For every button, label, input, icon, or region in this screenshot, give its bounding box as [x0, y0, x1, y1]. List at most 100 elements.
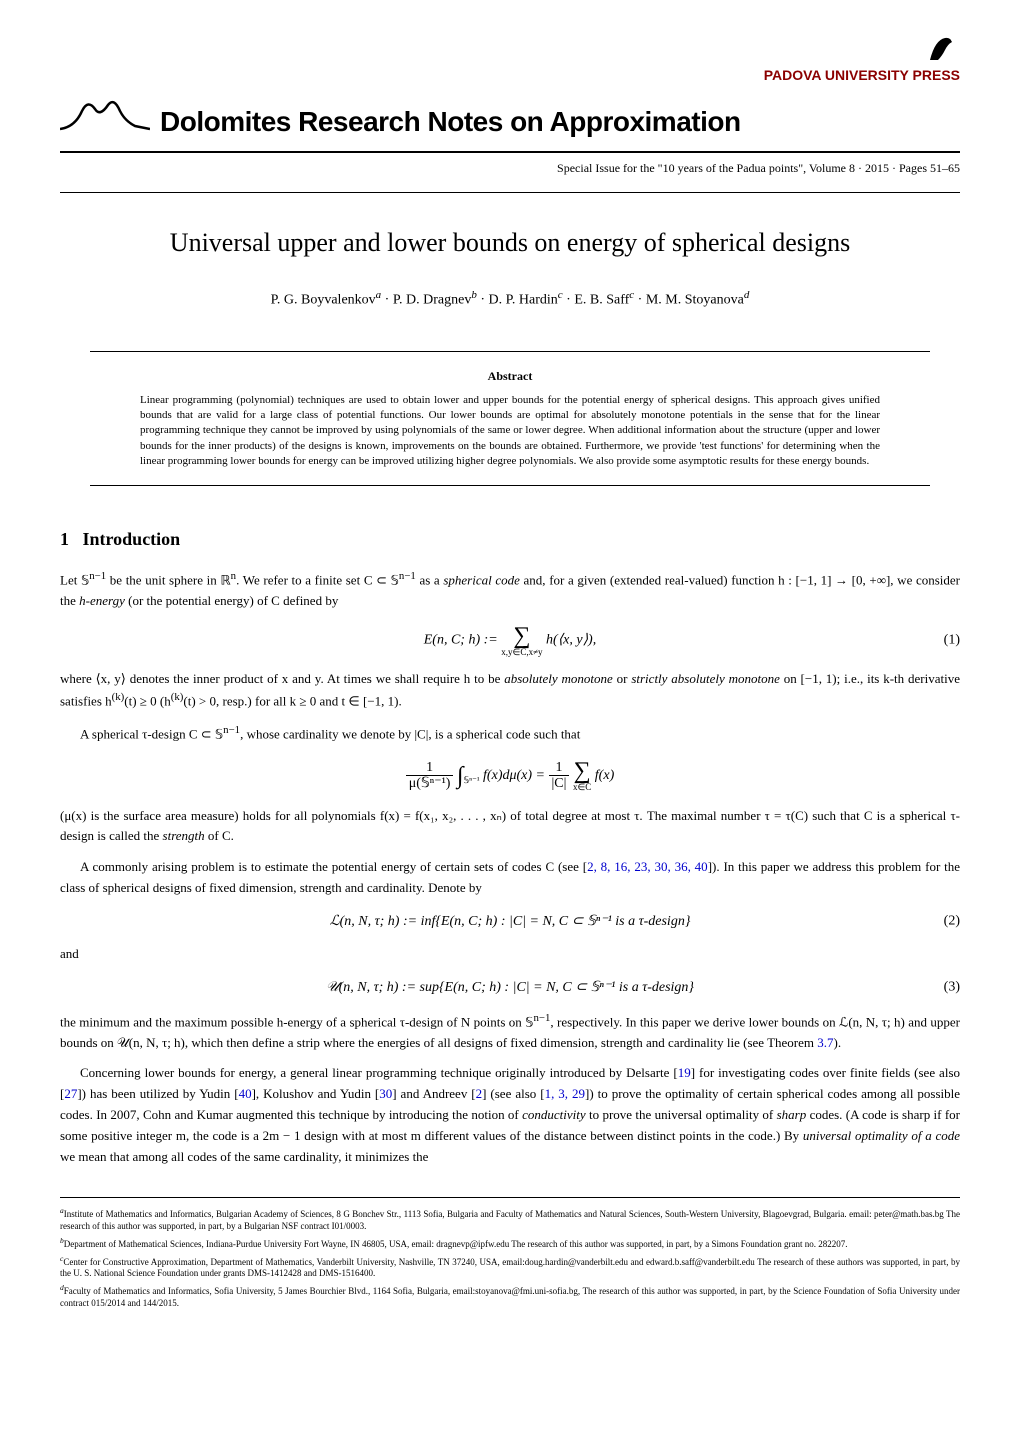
- para7-r6[interactable]: 1, 3, 29: [545, 1086, 585, 1101]
- padova-logo: PADOVA UNIVERSITY PRESS: [764, 30, 960, 86]
- para1-t3: . We refer to a finite set C ⊂ 𝕊: [236, 572, 399, 587]
- author-sep-3: · E. B. Saff: [563, 293, 630, 308]
- author-1: P. G. Boyvalenkov: [271, 293, 376, 308]
- eq1-num: (1): [944, 630, 960, 651]
- eq2-mid: f(x)dμ(x) =: [483, 768, 548, 783]
- para3-s1: n−1: [223, 724, 240, 736]
- para-1: Let 𝕊n−1 be the unit sphere in ℝn. We re…: [60, 568, 960, 612]
- para4-e1: strength: [163, 828, 205, 843]
- para-6: the minimum and the maximum possible h-e…: [60, 1010, 960, 1054]
- eq2-sumsub: x∈C: [573, 783, 591, 792]
- para1-e1: spherical code: [443, 572, 520, 587]
- eq3-num: (2): [944, 911, 960, 932]
- padova-bird-icon: [920, 30, 960, 65]
- para1-t4: as a: [416, 572, 444, 587]
- para7-t1: Concerning lower bounds for energy, a ge…: [80, 1065, 678, 1080]
- para1-t2: be the unit sphere in ℝ: [106, 572, 231, 587]
- para7-r2[interactable]: 27: [64, 1086, 77, 1101]
- equation-3: ℒ(n, N, τ; h) := inf{E(n, C; h) : |C| = …: [60, 911, 960, 932]
- footnotes: aInstitute of Mathematics and Informatic…: [60, 1197, 960, 1309]
- padova-label: PADOVA UNIVERSITY PRESS: [764, 67, 960, 83]
- para7-t3: ]) has been utilized by Yudin [: [77, 1086, 238, 1101]
- para4-t2: of C.: [205, 828, 234, 843]
- eq2-f1n: 1: [406, 760, 454, 776]
- authors: P. G. Boyvalenkova · P. D. Dragnevb · D.…: [60, 287, 960, 311]
- header-logo-row: PADOVA UNIVERSITY PRESS: [60, 30, 960, 86]
- section-1-number: 1: [60, 529, 69, 549]
- author-5-sup: d: [744, 289, 750, 301]
- section-1-title: 1 Introduction: [60, 526, 960, 553]
- abstract-title: Abstract: [140, 367, 880, 385]
- footnote-b: bDepartment of Mathematical Sciences, In…: [60, 1236, 960, 1251]
- paper-title: Universal upper and lower bounds on ener…: [60, 223, 960, 262]
- eq2-frac1: 1 μ(𝕊ⁿ⁻¹): [406, 760, 454, 792]
- fn-d-text: Faculty of Mathematics and Informatics, …: [60, 1286, 960, 1308]
- eq2-f2n: 1: [549, 760, 570, 776]
- eq2-frac2: 1 |C|: [549, 760, 570, 792]
- journal-title-row: Dolomites Research Notes on Approximatio…: [60, 91, 960, 153]
- integral-icon: ∫: [457, 763, 464, 789]
- eq2-f2d: |C|: [549, 776, 570, 791]
- eq1-sum: ∑ x,y∈C,x≠y: [501, 624, 542, 657]
- header-divider: [60, 192, 960, 193]
- para-3: A spherical τ-design C ⊂ 𝕊n−1, whose car…: [60, 722, 960, 745]
- para5-t1: A commonly arising problem is to estimat…: [80, 859, 587, 874]
- para6-t1: the minimum and the maximum possible h-e…: [60, 1014, 533, 1029]
- journal-name-rest: Research Notes on Approximation: [298, 106, 740, 137]
- para1-s1: n−1: [89, 570, 106, 582]
- eq3-text: ℒ(n, N, τ; h) := inf{E(n, C; h) : |C| = …: [330, 914, 691, 929]
- footnote-d: dFaculty of Mathematics and Informatics,…: [60, 1283, 960, 1309]
- para7-t4: ], Kolushov and Yudin [: [252, 1086, 380, 1101]
- mountain-icon: [60, 91, 150, 131]
- footnote-c: cCenter for Constructive Approximation, …: [60, 1254, 960, 1280]
- para3-t2: , whose cardinality we denote by |C|, is…: [240, 727, 580, 742]
- eq1-lhs: E(n, C; h) :=: [424, 632, 498, 647]
- eq2-end: f(x): [595, 768, 614, 783]
- equation-2: 1 μ(𝕊ⁿ⁻¹) ∫𝕊ⁿ⁻¹ f(x)dμ(x) = 1 |C| ∑ x∈C …: [60, 758, 960, 794]
- para3-t1: A spherical τ-design C ⊂ 𝕊: [80, 727, 223, 742]
- eq2-intsub: 𝕊ⁿ⁻¹: [464, 775, 480, 785]
- para-2: where ⟨x, y⟩ denotes the inner product o…: [60, 669, 960, 713]
- para2-e2: strictly absolutely monotone: [631, 671, 780, 686]
- author-sep-4: · M. M. Stoyanova: [634, 293, 744, 308]
- para2-t2: or: [613, 671, 632, 686]
- journal-name-prefix: Dolomites: [160, 106, 291, 137]
- journal-title: Dolomites Research Notes on Approximatio…: [160, 101, 741, 143]
- special-issue: Special Issue for the "10 years of the P…: [60, 159, 960, 177]
- para7-e3: universal optimality of a code: [803, 1128, 960, 1143]
- eq1-rhs: h(⟨x, y⟩),: [546, 632, 596, 647]
- para1-s3: n−1: [399, 570, 416, 582]
- para-5: A commonly arising problem is to estimat…: [60, 857, 960, 899]
- para7-r4[interactable]: 30: [379, 1086, 392, 1101]
- fn-b-text: Department of Mathematical Sciences, Ind…: [64, 1239, 848, 1249]
- para2-s1: (k): [112, 691, 125, 703]
- section-1-title-text: Introduction: [83, 529, 181, 549]
- para6-t3: ).: [834, 1035, 842, 1050]
- fn-a-text: Institute of Mathematics and Informatics…: [60, 1209, 960, 1231]
- para7-t10: we mean that among all codes of the same…: [60, 1149, 428, 1164]
- eq1-sub: x,y∈C,x≠y: [501, 648, 542, 657]
- para6-ref1[interactable]: 3.7: [817, 1035, 833, 1050]
- para7-t8: to prove the universal optimality of: [586, 1107, 777, 1122]
- footnote-a: aInstitute of Mathematics and Informatic…: [60, 1206, 960, 1232]
- para2-t5: (t) > 0, resp.) for all k ≥ 0 and t ∈ [−…: [183, 694, 401, 709]
- abstract-text: Linear programming (polynomial) techniqu…: [140, 393, 880, 470]
- para7-r3[interactable]: 40: [239, 1086, 252, 1101]
- eq4-text: 𝒰(n, N, τ; h) := sup{E(n, C; h) : |C| = …: [326, 980, 694, 995]
- para5-refs[interactable]: 2, 8, 16, 23, 30, 36, 40: [587, 859, 708, 874]
- para2-t1: where ⟨x, y⟩ denotes the inner product o…: [60, 671, 504, 686]
- and-text: and: [60, 944, 960, 965]
- para1-t6: (or the potential energy) of C defined b…: [125, 593, 338, 608]
- para2-e1: absolutely monotone: [504, 671, 613, 686]
- para7-e1: conductivity: [522, 1107, 586, 1122]
- para-4: (μ(x) is the surface area measure) holds…: [60, 806, 960, 848]
- equation-4: 𝒰(n, N, τ; h) := sup{E(n, C; h) : |C| = …: [60, 977, 960, 998]
- eq2-sum: ∑ x∈C: [573, 759, 591, 792]
- equation-1: E(n, C; h) := ∑ x,y∈C,x≠y h(⟨x, y⟩), (1): [60, 624, 960, 657]
- para-7: Concerning lower bounds for energy, a ge…: [60, 1063, 960, 1167]
- para1-e2: h-energy: [79, 593, 125, 608]
- para1-t1: Let 𝕊: [60, 572, 89, 587]
- para6-s1: n−1: [533, 1012, 550, 1024]
- abstract-box: Abstract Linear programming (polynomial)…: [90, 351, 930, 486]
- para7-r1[interactable]: 19: [678, 1065, 691, 1080]
